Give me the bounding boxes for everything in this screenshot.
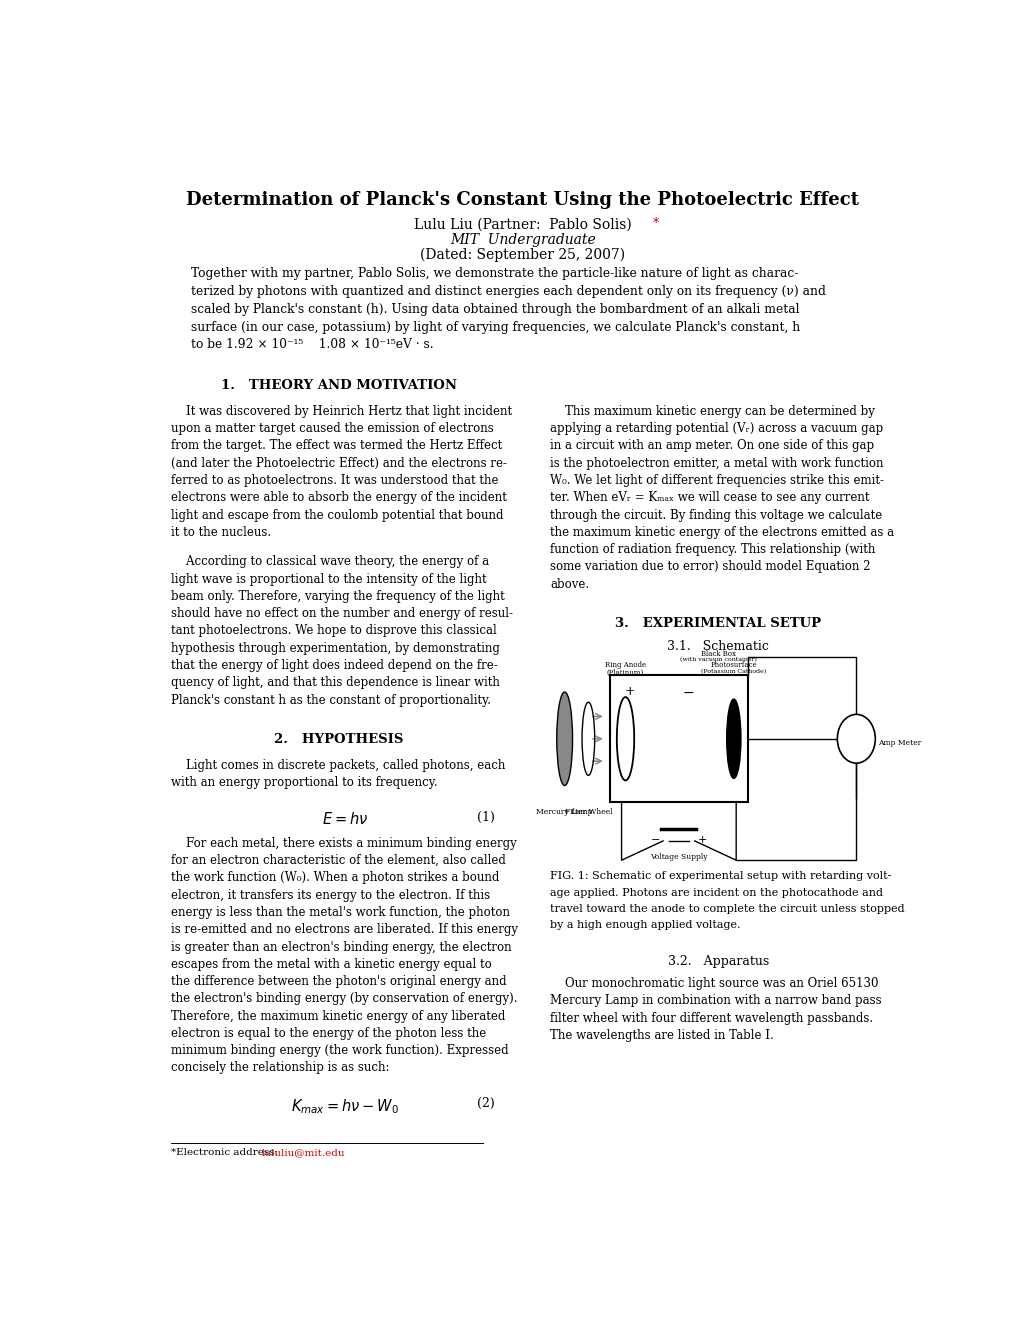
Text: lululiu@mit.edu: lululiu@mit.edu	[262, 1148, 345, 1158]
Text: +: +	[697, 834, 706, 845]
Ellipse shape	[556, 692, 572, 785]
Text: above.: above.	[550, 578, 589, 590]
Text: *: *	[652, 216, 658, 230]
Text: This maximum kinetic energy can be determined by: This maximum kinetic energy can be deter…	[550, 405, 874, 418]
Text: (Platinum): (Platinum)	[606, 669, 644, 677]
Text: For each metal, there exists a minimum binding energy: For each metal, there exists a minimum b…	[171, 837, 517, 850]
Text: from the target. The effect was termed the Hertz Effect: from the target. The effect was termed t…	[171, 440, 501, 453]
Text: Our monochromatic light source was an Oriel 65130: Our monochromatic light source was an Or…	[550, 977, 878, 990]
Text: escapes from the metal with a kinetic energy equal to: escapes from the metal with a kinetic en…	[171, 958, 491, 970]
Text: is the photoelectron emitter, a metal with work function: is the photoelectron emitter, a metal wi…	[550, 457, 883, 470]
Text: function of radiation frequency. This relationship (with: function of radiation frequency. This re…	[550, 543, 875, 556]
Text: filter wheel with four different wavelength passbands.: filter wheel with four different wavelen…	[550, 1011, 872, 1024]
Text: age applied. Photons are incident on the photocathode and: age applied. Photons are incident on the…	[550, 887, 882, 898]
Text: minimum binding energy (the work function). Expressed: minimum binding energy (the work functio…	[171, 1044, 508, 1057]
Text: electrons were able to absorb the energy of the incident: electrons were able to absorb the energy…	[171, 491, 506, 504]
Ellipse shape	[726, 700, 740, 779]
Text: Mercury Lamp: Mercury Lamp	[536, 808, 592, 816]
Text: Lulu Liu (Partner:  Pablo Solis): Lulu Liu (Partner: Pablo Solis)	[414, 218, 631, 231]
Text: surface (in our case, potassium) by light of varying frequencies, we calculate P: surface (in our case, potassium) by ligh…	[191, 321, 799, 334]
Circle shape	[837, 714, 874, 763]
Bar	[609, 676, 747, 803]
Text: 3.1.   Schematic: 3.1. Schematic	[666, 640, 768, 652]
Text: −: −	[683, 685, 694, 700]
Text: by a high enough applied voltage.: by a high enough applied voltage.	[550, 920, 740, 931]
Text: ferred to as photoelectrons. It was understood that the: ferred to as photoelectrons. It was unde…	[171, 474, 498, 487]
Text: (Dated: September 25, 2007): (Dated: September 25, 2007)	[420, 248, 625, 263]
Text: through the circuit. By finding this voltage we calculate: through the circuit. By finding this vol…	[550, 508, 881, 521]
Text: to be 1.92 × 10⁻¹⁵    1.08 × 10⁻¹⁵eV · s.: to be 1.92 × 10⁻¹⁵ 1.08 × 10⁻¹⁵eV · s.	[191, 338, 433, 351]
Text: (1): (1)	[477, 812, 494, 825]
Text: Planck's constant h as the constant of proportionality.: Planck's constant h as the constant of p…	[171, 693, 490, 706]
Text: It was discovered by Heinrich Hertz that light incident: It was discovered by Heinrich Hertz that…	[171, 405, 512, 418]
Text: 1.   THEORY AND MOTIVATION: 1. THEORY AND MOTIVATION	[221, 379, 457, 392]
Text: The wavelengths are listed in Table I.: The wavelengths are listed in Table I.	[550, 1030, 773, 1041]
Text: Photosurface: Photosurface	[710, 661, 756, 669]
Text: Filter Wheel: Filter Wheel	[564, 808, 611, 816]
Text: electron is equal to the energy of the photon less the: electron is equal to the energy of the p…	[171, 1027, 486, 1040]
Text: FIG. 1: Schematic of experimental setup with retarding volt-: FIG. 1: Schematic of experimental setup …	[550, 871, 891, 882]
Text: $E = h\nu$: $E = h\nu$	[321, 812, 368, 828]
Text: (and later the Photoelectric Effect) and the electrons re-: (and later the Photoelectric Effect) and…	[171, 457, 506, 470]
Text: travel toward the anode to complete the circuit unless stopped: travel toward the anode to complete the …	[550, 904, 904, 913]
Text: MIT  Undergraduate: MIT Undergraduate	[449, 232, 595, 247]
Text: scaled by Planck's constant (h). Using data obtained through the bombardment of : scaled by Planck's constant (h). Using d…	[191, 302, 799, 315]
Text: +: +	[624, 685, 634, 698]
Text: *Electronic address:: *Electronic address:	[171, 1148, 281, 1158]
Text: the work function (W₀). When a photon strikes a bound: the work function (W₀). When a photon st…	[171, 871, 499, 884]
Text: energy is less than the metal's work function, the photon: energy is less than the metal's work fun…	[171, 906, 509, 919]
Text: W₀. We let light of different frequencies strike this emit-: W₀. We let light of different frequencie…	[550, 474, 883, 487]
Text: terized by photons with quantized and distinct energies each dependent only on i: terized by photons with quantized and di…	[191, 285, 824, 298]
Text: light wave is proportional to the intensity of the light: light wave is proportional to the intens…	[171, 573, 486, 586]
Text: tant photoelectrons. We hope to disprove this classical: tant photoelectrons. We hope to disprove…	[171, 624, 496, 638]
Text: beam only. Therefore, varying the frequency of the light: beam only. Therefore, varying the freque…	[171, 590, 504, 603]
Text: hypothesis through experimentation, by demonstrating: hypothesis through experimentation, by d…	[171, 642, 499, 655]
Text: some variation due to error) should model Equation 2: some variation due to error) should mode…	[550, 561, 870, 573]
Text: 2.   HYPOTHESIS: 2. HYPOTHESIS	[274, 733, 404, 746]
Text: Together with my partner, Pablo Solis, we demonstrate the particle-like nature o: Together with my partner, Pablo Solis, w…	[191, 267, 797, 280]
Text: (with vacuum container): (with vacuum container)	[680, 657, 756, 663]
Text: the difference between the photon's original energy and: the difference between the photon's orig…	[171, 975, 506, 989]
Text: is greater than an electron's binding energy, the electron: is greater than an electron's binding en…	[171, 941, 512, 953]
Text: (Potassium Cathode): (Potassium Cathode)	[700, 669, 765, 675]
Text: is re-emitted and no electrons are liberated. If this energy: is re-emitted and no electrons are liber…	[171, 923, 518, 936]
Text: Mercury Lamp in combination with a narrow band pass: Mercury Lamp in combination with a narro…	[550, 994, 881, 1007]
Text: electron, it transfers its energy to the electron. If this: electron, it transfers its energy to the…	[171, 888, 489, 902]
Text: (2): (2)	[477, 1097, 494, 1110]
Text: the electron's binding energy (by conservation of energy).: the electron's binding energy (by conser…	[171, 993, 517, 1006]
Text: light and escape from the coulomb potential that bound: light and escape from the coulomb potent…	[171, 508, 503, 521]
Text: 3.   EXPERIMENTAL SETUP: 3. EXPERIMENTAL SETUP	[614, 618, 820, 631]
Text: Voltage Supply: Voltage Supply	[649, 853, 707, 861]
Text: A: A	[852, 735, 859, 743]
Text: Amp Meter: Amp Meter	[876, 739, 920, 747]
Text: quency of light, and that this dependence is linear with: quency of light, and that this dependenc…	[171, 676, 499, 689]
Text: the maximum kinetic energy of the electrons emitted as a: the maximum kinetic energy of the electr…	[550, 525, 894, 539]
Text: Light comes in discrete packets, called photons, each: Light comes in discrete packets, called …	[171, 759, 504, 772]
Text: ter. When eVᵣ = Kₘₐₓ we will cease to see any current: ter. When eVᵣ = Kₘₐₓ we will cease to se…	[550, 491, 869, 504]
Text: concisely the relationship is as such:: concisely the relationship is as such:	[171, 1061, 389, 1074]
Text: with an energy proportional to its frequency.: with an energy proportional to its frequ…	[171, 776, 437, 789]
Text: Determination of Planck's Constant Using the Photoelectric Effect: Determination of Planck's Constant Using…	[186, 191, 858, 209]
Text: Therefore, the maximum kinetic energy of any liberated: Therefore, the maximum kinetic energy of…	[171, 1010, 504, 1023]
Text: Ring Anode: Ring Anode	[604, 661, 645, 669]
Text: −: −	[650, 834, 659, 845]
Text: that the energy of light does indeed depend on the fre-: that the energy of light does indeed dep…	[171, 659, 497, 672]
Text: 3.2.   Apparatus: 3.2. Apparatus	[667, 954, 768, 968]
Text: $K_{max} = h\nu - W_0$: $K_{max} = h\nu - W_0$	[290, 1097, 398, 1115]
Text: applying a retarding potential (Vᵣ) across a vacuum gap: applying a retarding potential (Vᵣ) acro…	[550, 422, 882, 436]
Text: for an electron characteristic of the element, also called: for an electron characteristic of the el…	[171, 854, 505, 867]
Text: should have no effect on the number and energy of resul-: should have no effect on the number and …	[171, 607, 513, 620]
Text: According to classical wave theory, the energy of a: According to classical wave theory, the …	[171, 556, 489, 569]
Text: it to the nucleus.: it to the nucleus.	[171, 525, 271, 539]
Text: upon a matter target caused the emission of electrons: upon a matter target caused the emission…	[171, 422, 493, 436]
Text: Black Box: Black Box	[700, 649, 735, 657]
Text: in a circuit with an amp meter. On one side of this gap: in a circuit with an amp meter. On one s…	[550, 440, 873, 453]
